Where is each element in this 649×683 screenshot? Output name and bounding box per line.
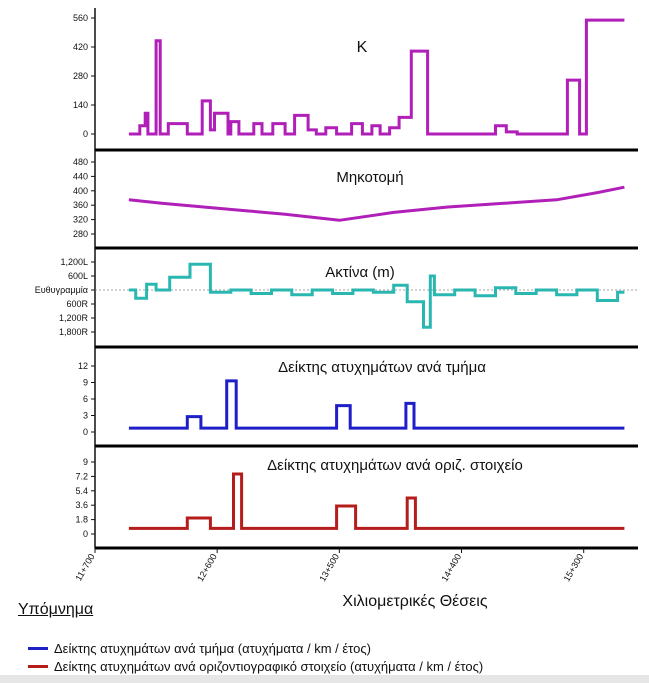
panel-title: Δείκτης ατυχημάτων ανά οριζ. στοιχείο — [267, 457, 523, 474]
panel-title: K — [357, 39, 368, 56]
legend-label-element: Δείκτης ατυχημάτων ανά οριζοντιογραφικό … — [54, 659, 484, 674]
x-tick-label: 12+600 — [195, 552, 219, 583]
series-line — [128, 185, 625, 222]
y-tick-label: 5.4 — [75, 486, 88, 496]
y-tick-label: 440 — [73, 171, 88, 181]
y-tick-label: 140 — [73, 100, 88, 110]
panel-2: 480 440 400 360 320 280 Μηκοτομή — [73, 150, 638, 250]
y-tick-label: 1,800R — [59, 327, 89, 337]
x-tick-label: 14+400 — [439, 552, 463, 583]
panel-5: 9 7.2 5.4 3.6 1.8 0 Δείκτης ατυχημάτων ανά ορι… — [75, 446, 638, 550]
y-tick-label: 280 — [73, 71, 88, 81]
strip-chart-stack: 5604202801400K480440400360320280Μηκοτομή… — [35, 8, 638, 610]
legend-item-element: Δείκτης ατυχημάτων ανά οριζοντιογραφικό … — [28, 659, 483, 674]
legend-item-segment: Δείκτης ατυχημάτων ανά τμήμα (ατυχήματα … — [28, 641, 371, 656]
y-tick-label: 600L — [68, 271, 88, 281]
x-tick-label: 11+700 — [73, 552, 96, 583]
panel-1: 560 420 280 140 0 K — [73, 8, 638, 152]
y-tick-label: 1,200R — [59, 313, 89, 323]
y-tick-label: 9 — [83, 378, 88, 388]
y-tick-label: 7.2 — [75, 471, 88, 481]
y-tick-label: 9 — [83, 457, 88, 467]
y-tick-label: 560 — [73, 13, 88, 23]
y-tick-label: 400 — [73, 186, 88, 196]
y-tick-label: 600R — [66, 299, 88, 309]
x-tick-label: 15+300 — [562, 552, 586, 583]
y-tick-label: 0 — [83, 427, 88, 437]
y-tick-label: 12 — [78, 361, 88, 371]
legend-swatch-red — [28, 665, 48, 668]
y-tick-label: 1,200L — [60, 257, 88, 267]
y-tick-label: 320 — [73, 215, 88, 225]
series-line — [128, 472, 625, 530]
y-tick-label: 6 — [83, 394, 88, 404]
y-tick-label: 360 — [73, 200, 88, 210]
series-line — [128, 18, 625, 136]
legend-title: Υπόμνημα — [18, 601, 94, 618]
x-axis-label: Χιλιομετρικές Θέσεις — [342, 593, 487, 610]
y-tick-label: Ευθυγραμμία — [35, 285, 88, 295]
panel-title: Μηκοτομή — [336, 169, 403, 186]
y-tick-label: 420 — [73, 42, 88, 52]
panel-4: 12 9 6 3 0 Δείκτης ατυχημάτων ανά τμήμα — [78, 347, 638, 448]
y-tick-label: 1.8 — [75, 515, 88, 525]
x-tick-label: 13+500 — [317, 552, 341, 583]
y-tick-label: 480 — [73, 157, 88, 167]
y-tick-label: 0 — [83, 129, 88, 139]
legend-label-segment: Δείκτης ατυχημάτων ανά τμήμα (ατυχήματα … — [54, 641, 371, 656]
y-tick-label: 0 — [83, 529, 88, 539]
y-tick-label: 3 — [83, 411, 88, 421]
series-line — [128, 379, 625, 430]
series-line — [128, 262, 625, 329]
legend-swatch-blue — [28, 647, 48, 650]
panel-title: Δείκτης ατυχημάτων ανά τμήμα — [278, 359, 486, 376]
y-tick-label: 3.6 — [75, 500, 88, 510]
panel-title: Ακτίνα (m) — [325, 264, 395, 281]
x-axis: 11+700 12+600 13+500 14+400 15+300 — [73, 548, 585, 583]
y-tick-label: 280 — [73, 229, 88, 239]
panel-3: 1,200L 600L Ευθυγραμμία 600R 1,200R 1,800R Ακτ… — [35, 248, 638, 349]
bottom-strip — [0, 675, 649, 683]
